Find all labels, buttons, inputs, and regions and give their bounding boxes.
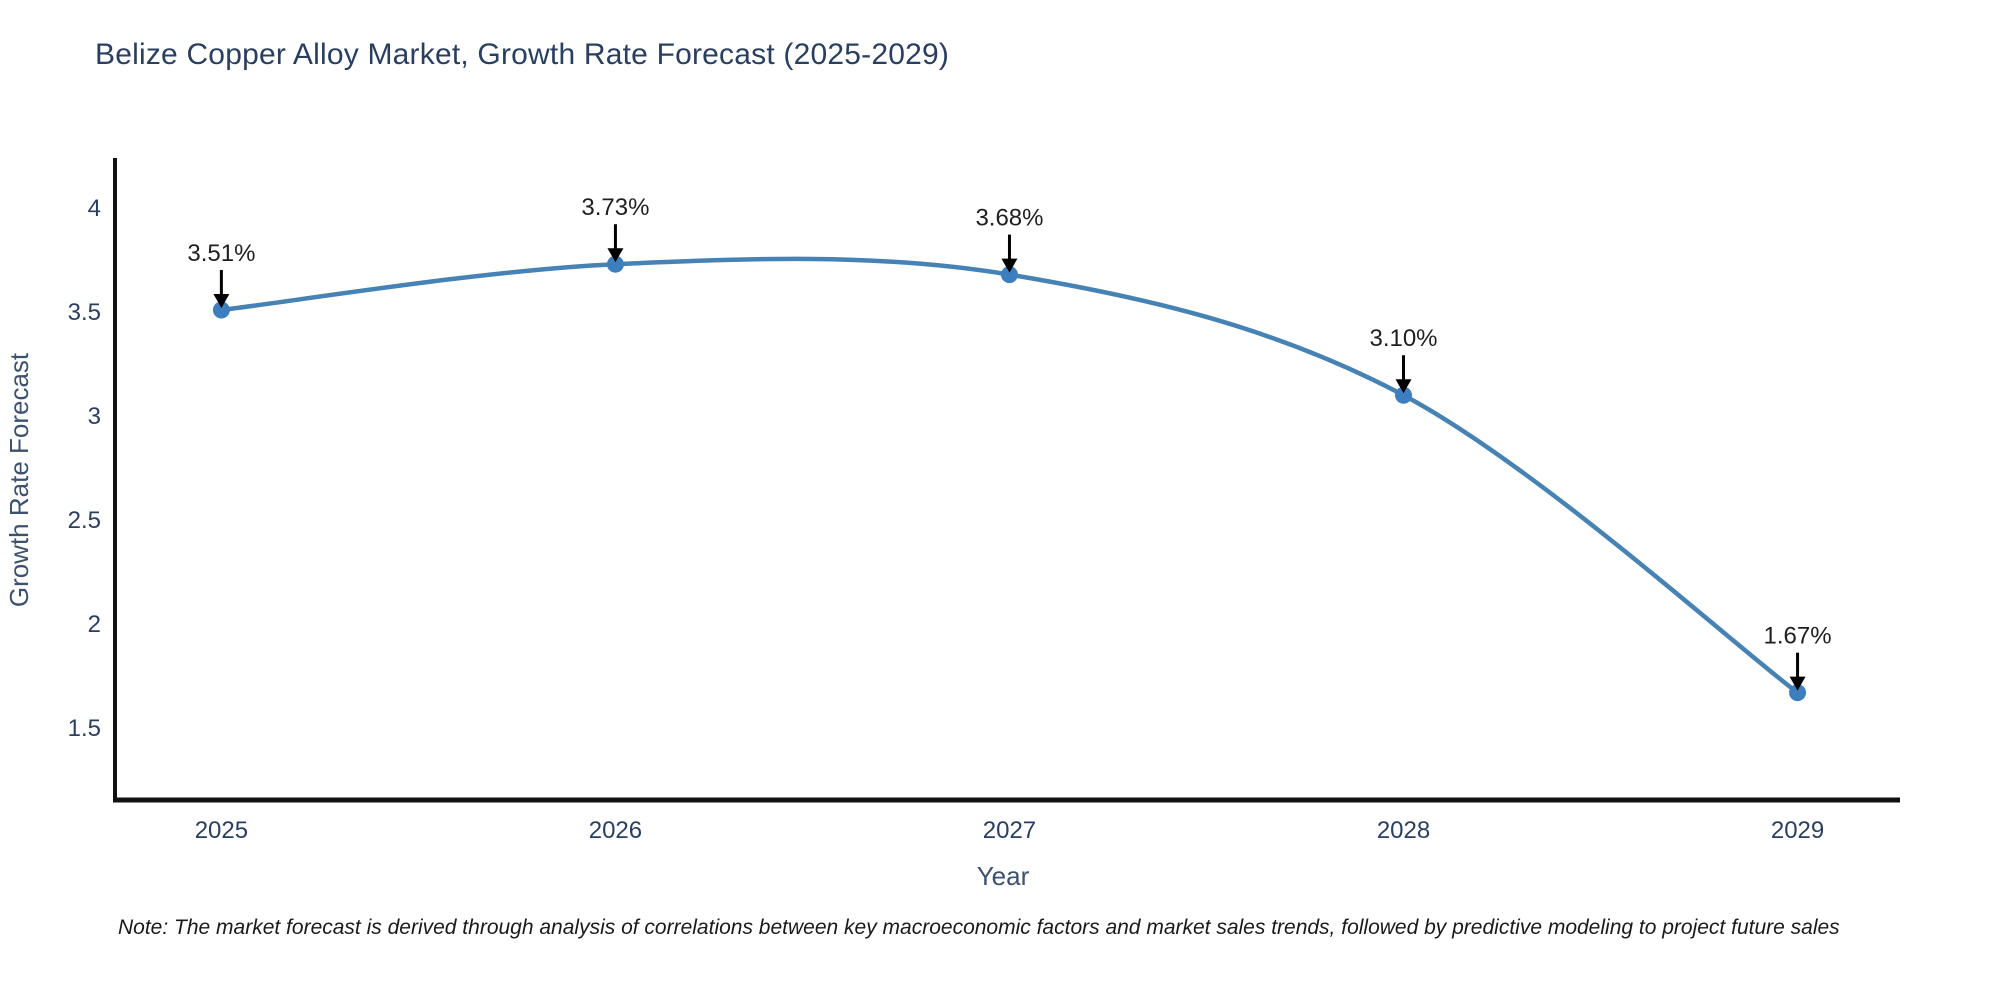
point-value-label: 3.68% (975, 205, 1043, 232)
y-tick-label: 2 (88, 611, 101, 638)
y-tick-label: 4 (88, 195, 101, 222)
x-tick-label: 2027 (983, 817, 1036, 844)
annotation-arrow-head (213, 293, 230, 308)
annotation-arrow-head (1789, 676, 1806, 691)
data-point-marker (606, 255, 624, 273)
y-tick-label: 1.5 (68, 715, 101, 742)
x-tick-label: 2028 (1377, 817, 1430, 844)
x-tick-label: 2025 (195, 817, 248, 844)
chart-title: Belize Copper Alloy Market, Growth Rate … (95, 38, 950, 71)
y-tick-label: 3 (88, 403, 101, 430)
y-axis-title: Growth Rate Forecast (4, 352, 34, 607)
data-point-marker (212, 301, 230, 319)
footnote: Note: The market forecast is derived thr… (118, 916, 1840, 939)
forecast-line (219, 256, 1800, 695)
point-value-label: 3.51% (187, 240, 255, 267)
point-value-label: 1.67% (1764, 623, 1832, 650)
x-tick-label: 2026 (589, 817, 642, 844)
annotation-arrow-head (607, 248, 624, 263)
point-value-label: 3.73% (581, 194, 649, 221)
data-point-marker (1000, 266, 1018, 284)
annotation-arrow-head (1001, 258, 1018, 273)
annotation-layer: 3.51% 3.73% 3.68% 3.10% 1.67% (187, 194, 1832, 691)
x-axis-title: Year (977, 861, 1030, 891)
x-tick-label: 2029 (1771, 817, 1824, 844)
data-point-marker (1395, 386, 1413, 404)
data-point-marker (1789, 684, 1807, 702)
series-layer (212, 255, 1807, 702)
tick-layer: 1.5 2 2.5 3 3.5 4 2025 2026 2027 2028 2029 (68, 195, 1825, 844)
point-value-label: 3.10% (1369, 325, 1437, 352)
y-tick-label: 2.5 (68, 507, 101, 534)
annotation-arrow-head (1395, 379, 1412, 394)
y-tick-label: 3.5 (68, 299, 101, 326)
